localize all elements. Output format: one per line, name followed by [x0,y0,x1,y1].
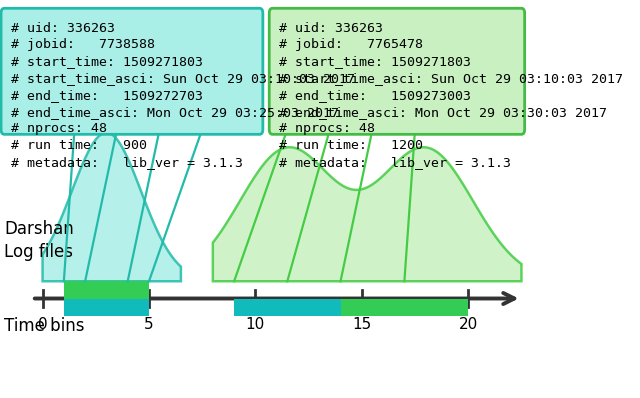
Text: 5: 5 [144,317,154,332]
Text: Log files: Log files [4,243,73,261]
Text: 0: 0 [38,317,47,332]
Bar [64,298,149,316]
FancyBboxPatch shape [1,8,263,135]
Bar [64,281,149,298]
Text: # uid: 336263
# jobid:   7738588
# start_time: 1509271803
# start_time_asci: Sun: # uid: 336263 # jobid: 7738588 # start_t… [11,21,355,169]
Text: 20: 20 [459,317,478,332]
Bar [340,298,468,316]
Bar [234,298,340,316]
Polygon shape [43,133,181,281]
Text: 15: 15 [352,317,371,332]
FancyBboxPatch shape [269,8,525,135]
Text: 10: 10 [246,317,265,332]
Polygon shape [213,147,522,281]
Text: Darshan: Darshan [4,220,74,238]
Text: Time bins: Time bins [4,317,84,335]
Text: # uid: 336263
# jobid:   7765478
# start_time: 1509271803
# start_time_asci: Sun: # uid: 336263 # jobid: 7765478 # start_t… [279,21,623,169]
